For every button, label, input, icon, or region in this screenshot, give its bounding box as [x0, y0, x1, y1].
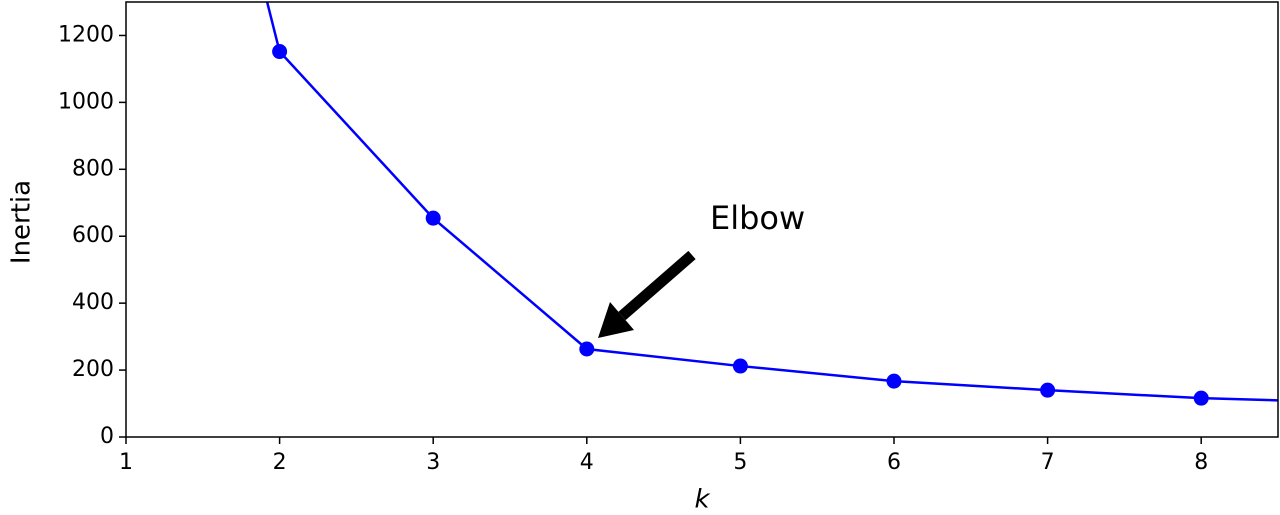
arrow-head [598, 302, 634, 338]
x-tick-label: 5 [733, 450, 747, 475]
marker [886, 373, 902, 389]
x-tick-label: 4 [580, 450, 594, 475]
plot-frame [125, 1, 1279, 438]
y-tick-label: 1200 [58, 22, 114, 47]
marker [579, 341, 595, 357]
y-tick-label: 400 [72, 290, 114, 315]
y-tick-label: 0 [100, 424, 114, 449]
x-tick-label: 7 [1041, 450, 1055, 475]
y-tick-label: 600 [72, 223, 114, 248]
x-tick-label: 2 [273, 450, 287, 475]
line [265, 2, 1278, 402]
x-tick-label: 3 [426, 450, 440, 475]
marker [425, 210, 441, 226]
x-tick-label: 1 [119, 450, 133, 475]
marker [1193, 390, 1209, 406]
marker [1040, 382, 1056, 398]
marker [732, 358, 748, 374]
annotation: Elbow [710, 199, 805, 237]
y-tick-label: 800 [72, 156, 114, 181]
y-tick-label: 1000 [58, 89, 114, 114]
arrow-shaft [618, 250, 696, 321]
y-axis-label: Inertia [7, 180, 37, 264]
x-axis-label: k [694, 485, 710, 515]
x-tick-label: 8 [1194, 450, 1208, 475]
y-tick-label: 200 [72, 357, 114, 382]
annotation-arrow [598, 250, 696, 338]
plot-area [265, 2, 1278, 406]
marker [272, 44, 288, 60]
x-tick-label: 6 [887, 450, 901, 475]
